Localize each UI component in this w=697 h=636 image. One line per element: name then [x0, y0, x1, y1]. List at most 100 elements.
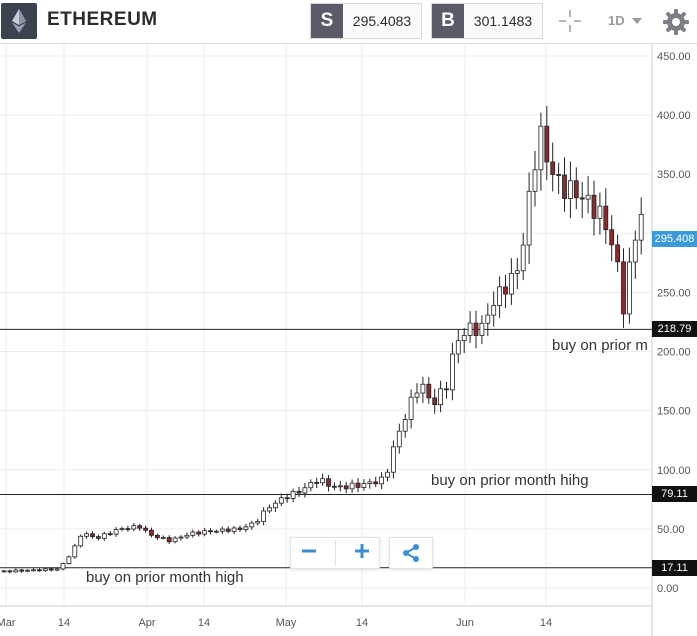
buy-price-button[interactable]: B 301.1483 — [431, 3, 543, 39]
x-tick-label: 14 — [356, 617, 368, 629]
x-tick-label: Mar — [0, 617, 16, 629]
candle-body — [579, 197, 585, 200]
candle-body — [467, 322, 473, 336]
candle-body — [184, 534, 190, 538]
candle-body — [455, 340, 461, 355]
candle-body — [331, 485, 337, 488]
price-axis-labels: 0.00 50.00 100.00 150.00 200.00 250.00 350.00 4… — [657, 51, 691, 595]
candle-body — [337, 485, 343, 488]
chart-annotation[interactable]: buy on prior month high — [86, 568, 244, 586]
candle-body — [96, 536, 101, 539]
candle-body — [385, 471, 390, 478]
candle-body — [497, 286, 503, 306]
candle-body — [160, 537, 166, 539]
candle-body — [213, 530, 219, 533]
buy-tag: B — [432, 4, 464, 38]
sell-price: 295.4083 — [352, 13, 412, 29]
candle-body — [284, 497, 290, 500]
chart-annotation[interactable]: buy on prior month hihg — [431, 471, 589, 489]
candle-body — [290, 490, 296, 499]
candle-body — [408, 396, 414, 420]
candle-body — [125, 528, 131, 530]
sell-price-button[interactable]: S 295.4083 — [310, 3, 422, 39]
y-tick-label: 450.00 — [657, 51, 691, 63]
candle-body — [520, 244, 526, 272]
x-tick-label: 14 — [540, 617, 552, 629]
candle-body — [66, 556, 72, 564]
instrument-title: ETHEREUM — [47, 9, 158, 30]
candle-body — [149, 529, 154, 536]
candles — [1, 105, 644, 574]
y-tick-label: 250.00 — [657, 287, 691, 299]
candle-body — [449, 353, 455, 391]
x-tick-label: Jun — [456, 617, 474, 629]
candle-body — [568, 180, 573, 199]
candle-body — [231, 527, 237, 532]
chevron-down-icon — [632, 18, 642, 24]
settings-button[interactable] — [660, 6, 692, 38]
share-button[interactable] — [389, 537, 433, 569]
y-tick-label: 150.00 — [657, 406, 691, 418]
buy-price: 301.1483 — [473, 13, 533, 29]
minus-icon — [301, 549, 316, 553]
candle-body — [621, 261, 626, 315]
zoom-out-button[interactable] — [300, 539, 318, 567]
candle-body — [178, 536, 184, 539]
candle-body — [113, 529, 119, 535]
candle-body — [503, 286, 508, 295]
time-axis-labels: Mar 14 Apr 14 May 14 Jun 14 — [0, 617, 552, 629]
candle-body — [19, 569, 25, 572]
sell-tag: S — [311, 4, 343, 38]
candle-body — [154, 534, 160, 539]
candle-body — [54, 568, 60, 571]
top-bar: ETHEREUM S 295.4083 B 301.1483 1D — [0, 0, 697, 44]
current-price-tag: 295.408 — [652, 230, 697, 247]
candle-body — [390, 446, 396, 473]
candle-body — [320, 478, 326, 484]
candle-body — [544, 125, 550, 163]
ethereum-diamond-icon — [1, 3, 37, 39]
vertical-grid — [5, 44, 547, 606]
candle-body — [402, 419, 408, 432]
timeframe-dropdown[interactable]: 1D — [601, 10, 649, 32]
crosshair-button[interactable] — [549, 3, 591, 39]
candle-body — [131, 525, 137, 530]
candle-body — [261, 510, 267, 523]
x-tick-label: 14 — [198, 617, 210, 629]
candle-body — [302, 487, 308, 494]
candle-body — [7, 570, 13, 573]
candle-body — [90, 533, 95, 538]
candle-body — [361, 483, 367, 488]
candle-body — [461, 335, 467, 342]
candle-body — [532, 169, 538, 192]
candle-body — [367, 481, 373, 484]
candle-body — [615, 244, 620, 263]
candle-body — [219, 528, 225, 532]
crosshair-icon — [559, 10, 581, 32]
x-tick-label: May — [276, 617, 297, 629]
candle-body — [508, 273, 514, 295]
candle-body — [166, 537, 172, 543]
zoom-in-button[interactable] — [353, 539, 371, 567]
candle-body — [84, 533, 89, 537]
y-tick-label: 0.00 — [657, 583, 678, 595]
y-tick-label: 350.00 — [657, 169, 691, 181]
y-tick-label: 100.00 — [657, 465, 691, 477]
candle-body — [296, 490, 302, 494]
candle-body — [78, 535, 84, 547]
x-tick-label: 14 — [58, 617, 70, 629]
candle-body — [444, 388, 449, 391]
chart-annotation[interactable]: buy on prior m — [552, 336, 648, 354]
candle-body — [349, 482, 355, 490]
candle-body — [272, 502, 278, 509]
candle-body — [107, 533, 113, 536]
price-chart[interactable]: 0.00 50.00 100.00 150.00 200.00 250.00 350.00 4… — [0, 44, 697, 636]
candle-body — [627, 261, 632, 315]
candle-body — [573, 180, 579, 199]
candle-body — [526, 190, 532, 246]
candle-body — [308, 482, 314, 489]
candle-body — [556, 174, 561, 176]
candle-body — [243, 526, 249, 530]
candle-body — [603, 205, 609, 231]
candle-body — [550, 161, 556, 175]
